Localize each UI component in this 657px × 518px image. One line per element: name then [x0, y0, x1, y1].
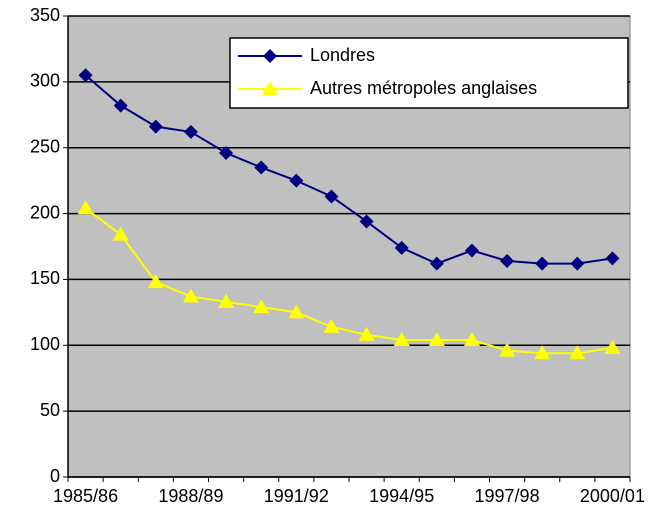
triangle-marker: [534, 345, 551, 360]
diamond-marker: [324, 189, 339, 204]
y-tick-label: 300: [30, 71, 60, 91]
diamond-marker: [570, 256, 585, 271]
y-tick-label: 350: [30, 5, 60, 25]
diamond-marker: [500, 253, 515, 268]
diamond-marker: [113, 98, 128, 113]
x-tick-label: 2000/01: [580, 486, 645, 506]
triangle-marker: [393, 332, 410, 347]
diamond-marker: [263, 49, 277, 63]
diamond-marker: [394, 240, 409, 255]
triangle-marker: [77, 200, 94, 215]
diamond-marker: [359, 214, 374, 229]
y-tick-label: 250: [30, 136, 60, 156]
legend-label: Autres métropoles anglaises: [310, 78, 537, 98]
x-tick-label: 1985/86: [53, 486, 118, 506]
legend-label: Londres: [310, 45, 375, 65]
y-tick-label: 100: [30, 334, 60, 354]
triangle-marker: [463, 332, 480, 347]
triangle-marker: [358, 326, 375, 341]
diamond-marker: [183, 124, 198, 139]
diamond-marker: [464, 243, 479, 258]
y-tick-label: 0: [50, 466, 60, 486]
x-tick-label: 1994/95: [369, 486, 434, 506]
triangle-marker: [262, 81, 278, 95]
triangle-marker: [569, 345, 586, 360]
x-tick-label: 1991/92: [264, 486, 329, 506]
triangle-marker: [147, 274, 164, 289]
triangle-marker: [288, 304, 305, 319]
triangle-marker: [323, 318, 340, 333]
triangle-marker: [112, 226, 129, 241]
triangle-marker: [182, 288, 199, 303]
diamond-marker: [219, 145, 234, 160]
triangle-marker: [604, 339, 621, 354]
legend: Londres Autres métropoles anglaises: [229, 37, 629, 109]
y-tick-label: 50: [40, 400, 60, 420]
diamond-marker: [254, 160, 269, 175]
triangle-marker: [218, 293, 235, 308]
diamond-marker: [289, 173, 304, 188]
diamond-marker: [148, 119, 163, 134]
series-line: [84, 207, 613, 355]
triangle-marker: [253, 299, 270, 314]
x-tick-label: 1997/98: [475, 486, 540, 506]
diamond-marker: [78, 68, 93, 83]
diamond-marker: [605, 251, 620, 266]
triangle-marker: [499, 342, 516, 357]
diamond-marker: [429, 256, 444, 271]
diamond-marker: [535, 256, 550, 271]
y-tick-label: 200: [30, 202, 60, 222]
legend-box: [229, 37, 629, 109]
series-line: [84, 74, 613, 265]
y-tick-label: 150: [30, 268, 60, 288]
x-tick-label: 1988/89: [158, 486, 223, 506]
triangle-marker: [428, 332, 445, 347]
